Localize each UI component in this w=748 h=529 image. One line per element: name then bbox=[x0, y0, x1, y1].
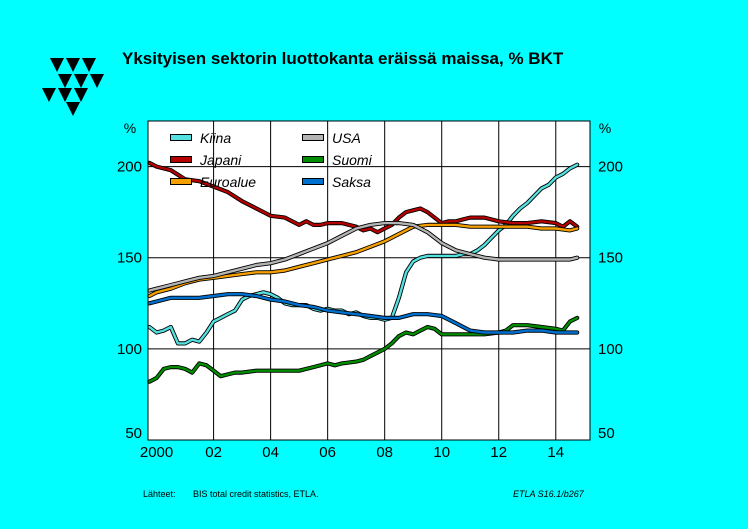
plot-frame bbox=[147, 120, 591, 441]
chart-title: Yksityisen sektorin luottokanta eräissä … bbox=[122, 49, 564, 68]
logo-triangle bbox=[42, 88, 56, 102]
x-tick-label: 12 bbox=[490, 444, 507, 461]
y-tick-label-left: 100 bbox=[117, 341, 142, 358]
x-tick-label: 10 bbox=[433, 444, 450, 461]
legend-swatch-usa bbox=[303, 135, 323, 140]
chart-code: ETLA S16.1/b267 bbox=[513, 489, 585, 499]
etla-logo bbox=[42, 58, 104, 116]
logo-triangle bbox=[66, 102, 80, 116]
legend-label-kiina: Kiina bbox=[200, 130, 231, 146]
logo-triangle bbox=[90, 74, 104, 88]
x-tick-label: 2000 bbox=[140, 444, 173, 461]
logo-triangle bbox=[58, 74, 72, 88]
legend-swatch-euroalue bbox=[171, 179, 191, 184]
series-line-euroalue bbox=[148, 223, 579, 298]
series-line-usa bbox=[148, 221, 579, 292]
series-layer bbox=[147, 160, 580, 384]
logo-triangle bbox=[50, 58, 64, 72]
legend-swatch-saksa bbox=[303, 179, 323, 184]
legend-swatch-suomi bbox=[303, 157, 323, 162]
x-tick-label: 08 bbox=[376, 444, 393, 461]
plot-area bbox=[148, 121, 590, 440]
y-tick-label-right: 50 bbox=[598, 425, 615, 442]
logo-triangle bbox=[58, 88, 72, 102]
source-label: Lähteet: bbox=[143, 489, 176, 499]
series-line-saksa bbox=[148, 293, 579, 334]
y-tick-label-left: 200 bbox=[117, 159, 142, 176]
legend-label-saksa: Saksa bbox=[332, 174, 371, 190]
x-tick-label: 04 bbox=[262, 444, 279, 461]
y-unit-right: % bbox=[599, 120, 611, 136]
x-tick-label: 06 bbox=[319, 444, 336, 461]
y-tick-label-left: 150 bbox=[117, 250, 142, 267]
legend-swatch-kiina bbox=[171, 135, 191, 140]
logo-triangle bbox=[74, 74, 88, 88]
y-tick-label-right: 100 bbox=[598, 341, 623, 358]
series-line-japani bbox=[148, 161, 579, 234]
x-tick-label: 14 bbox=[547, 444, 564, 461]
legend-swatch-japani bbox=[171, 157, 191, 162]
source-text: BIS total credit statistics, ETLA. bbox=[193, 489, 319, 499]
legend-label-usa: USA bbox=[332, 130, 361, 146]
legend-label-euroalue: Euroalue bbox=[200, 174, 256, 190]
y-tick-label-right: 200 bbox=[598, 159, 623, 176]
legend-label-japani: Japani bbox=[199, 152, 242, 168]
axes: 50 50 100 100 150 150 200 200 2000 02 04 06 08 10 12 14… bbox=[117, 120, 623, 461]
logo-triangle bbox=[66, 58, 80, 72]
y-unit-left: % bbox=[124, 120, 136, 136]
x-tick-label: 02 bbox=[205, 444, 222, 461]
y-tick-label-left: 50 bbox=[125, 425, 142, 442]
logo-triangle bbox=[74, 88, 88, 102]
grid bbox=[148, 121, 590, 440]
legend: Kiina Japani Euroalue USA Suomi Saksa bbox=[170, 130, 373, 190]
logo-triangle bbox=[82, 58, 96, 72]
y-tick-label-right: 150 bbox=[598, 250, 623, 267]
legend-label-suomi: Suomi bbox=[332, 152, 373, 168]
